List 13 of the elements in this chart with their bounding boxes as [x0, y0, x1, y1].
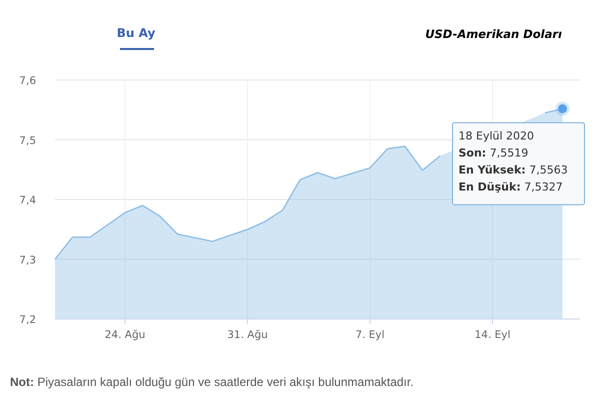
x-tick-label: 14. Eyl [474, 329, 510, 341]
y-tick-label: 7,5 [19, 134, 36, 147]
chart-subtitle: Bu Ay [116, 26, 156, 40]
y-tick-label: 7,6 [19, 75, 36, 87]
annotation: 18 Eylül 2020 Son: 7,5519 En Yüksek: 7,5563 En Düşük: 7,5327 [458, 130, 568, 194]
y-tick-label: 7,2 [19, 314, 36, 326]
x-tick-label: 31. Ağu [227, 329, 268, 341]
y-tick-label: 7,3 [19, 254, 36, 266]
y-tick-label: 7,4 [19, 194, 36, 206]
text: Not: Piyasaların kapalı olduğu gün ve saatlerde veri akışı bulunmamaktadır. [10, 375, 414, 389]
x-tick-label: 7. Eyl [355, 329, 385, 341]
x-tick-label: 24. Ağu [104, 329, 146, 341]
chart-title: USD-Amerikan Doları [425, 27, 562, 41]
